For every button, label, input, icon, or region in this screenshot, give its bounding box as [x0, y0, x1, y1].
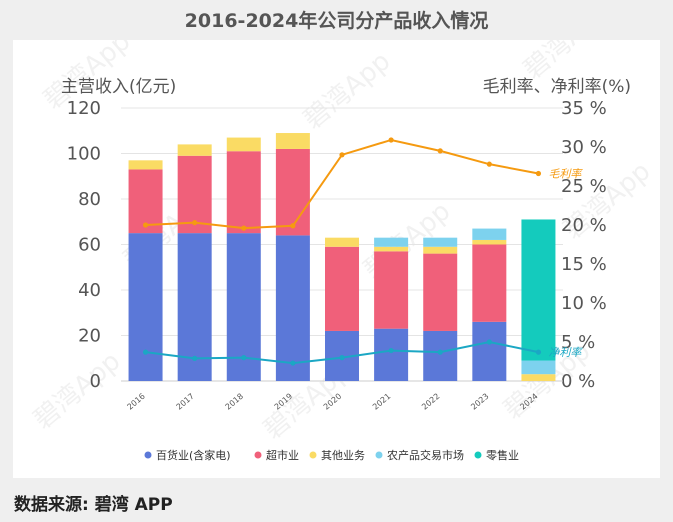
bar-segment [325, 246, 359, 331]
line-point [535, 349, 542, 355]
line-point [535, 170, 542, 177]
y-right-tick-label: 10 % [561, 293, 607, 314]
legend-marker [309, 451, 317, 459]
line-point [241, 355, 247, 361]
bar-segment [521, 360, 556, 375]
legend-marker [144, 451, 152, 459]
legend-label: 百货业(含家电) [156, 448, 231, 462]
bar-segment [423, 330, 458, 381]
y-right-tick-label: 30 % [561, 137, 607, 158]
legend-label: 零售业 [486, 448, 519, 462]
bar-segment [374, 328, 409, 381]
x-tick-label: 2022 [420, 392, 441, 412]
legend-marker [474, 451, 482, 459]
y-right-tick-label: 35 % [561, 98, 607, 119]
line-end-label: 毛利率 [548, 168, 583, 181]
y-left-tick-label: 0 [90, 371, 101, 392]
line-point [142, 222, 149, 228]
line-point [486, 339, 492, 345]
chart-svg: 碧湾App碧湾App碧湾App碧湾App碧湾App碧湾App碧湾App碧湾App… [28, 40, 656, 462]
y-left-tick-label: 120 [67, 98, 101, 119]
y-right-tick-label: 5 % [561, 332, 595, 353]
bar-segment [325, 237, 359, 247]
bar-segment [374, 246, 409, 252]
bar-segment [472, 321, 507, 381]
x-tick-label: 2017 [175, 392, 196, 412]
line-point [339, 355, 345, 361]
y-right-tick-label: 0 % [561, 371, 595, 392]
bar-segment [177, 144, 212, 156]
y-right-tick-label: 20 % [561, 215, 607, 236]
line-point [388, 137, 394, 143]
y-right-axis-title: 毛利率、净利率(%) [483, 77, 631, 97]
bar-segment [472, 239, 507, 245]
line-point [290, 223, 296, 229]
y-right-tick-label: 25 % [561, 176, 607, 197]
bar-segment [374, 237, 409, 247]
legend-label: 农产品交易市场 [387, 448, 464, 462]
line-point [192, 355, 198, 361]
bar-segment [275, 133, 310, 149]
bar-segment [374, 251, 409, 329]
y-left-tick-label: 20 [78, 326, 101, 347]
line-end-label: 净利率 [548, 346, 583, 359]
y-left-tick-label: 40 [78, 280, 101, 301]
x-tick-label: 2018 [224, 392, 245, 412]
legend-marker [254, 451, 262, 459]
bar-segment [226, 151, 261, 234]
bar-segment [423, 237, 458, 247]
line-point [388, 347, 394, 354]
bar-segment [521, 374, 556, 381]
x-tick-label: 2021 [371, 392, 392, 412]
bar-segment [423, 253, 458, 331]
line-point [192, 220, 198, 226]
legend-marker [375, 451, 383, 459]
bar-segment [128, 233, 163, 381]
y-left-tick-label: 100 [67, 144, 101, 165]
x-tick-label: 2023 [469, 392, 490, 412]
y-right-tick-label: 15 % [561, 254, 607, 275]
y-left-tick-label: 60 [78, 235, 101, 256]
y-left-tick-label: 80 [78, 189, 101, 210]
bar-segment [128, 160, 163, 170]
bar-segment [521, 219, 556, 361]
line-point [437, 148, 443, 154]
line-point [486, 161, 492, 167]
legend-label: 其他业务 [321, 449, 365, 462]
chart-panel: 碧湾App碧湾App碧湾App碧湾App碧湾App碧湾App碧湾App碧湾App… [13, 40, 660, 478]
line-point [290, 360, 296, 366]
x-tick-label: 2016 [125, 392, 146, 412]
chart-title: 2016-2024年公司分产品收入情况 [184, 10, 489, 32]
bar-segment [226, 137, 261, 152]
legend-label: 超市业 [266, 448, 299, 462]
bar-segment [472, 228, 507, 240]
y-left-axis-title: 主营收入(亿元) [61, 77, 176, 97]
line-point [142, 349, 149, 355]
bar-segment [423, 246, 458, 254]
line-point [437, 349, 443, 355]
bar-segment [275, 235, 310, 381]
bar-segment [275, 148, 310, 236]
watermark-6: 碧湾App [28, 346, 126, 435]
bar-segment [472, 244, 507, 322]
data-source-note: 数据来源: 碧湾 APP [14, 495, 173, 515]
watermark-1: 碧湾App [298, 46, 396, 135]
line-point [241, 225, 247, 231]
line-point [339, 152, 345, 158]
